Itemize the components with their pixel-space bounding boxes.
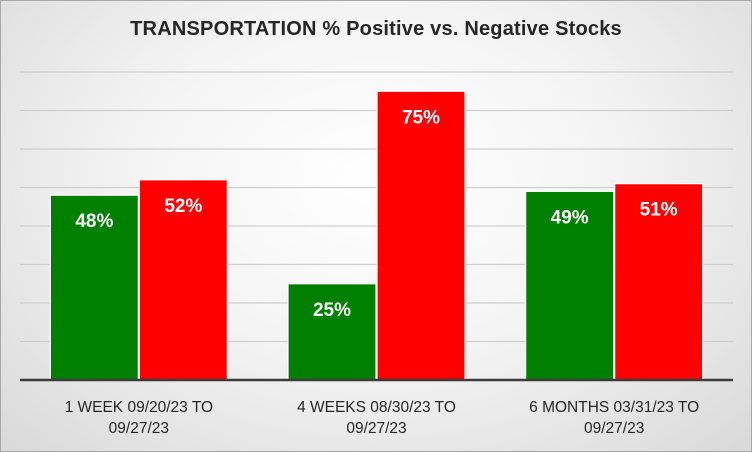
category-label-2-line-2: 09/27/23 [346,420,406,437]
chart-title: TRANSPORTATION % Positive vs. Negative S… [130,18,622,40]
data-label-positive-1: 48% [75,211,113,232]
category-label-1-line-1: 1 WEEK 09/20/23 TO [65,399,213,416]
bar-negative-3 [614,183,704,381]
bar-positive-2 [287,283,377,381]
category-labels: 1 WEEK 09/20/23 TO 09/27/23 4 WEEKS 08/30/… [65,399,700,437]
bar-positive-1 [49,194,139,381]
data-label-negative-3: 51% [640,200,678,221]
bar-positive-3 [525,190,615,381]
bar-negative-1 [138,179,228,381]
bar-labels: 48% 52% 25% 75% 49% 51% [75,107,677,321]
data-label-negative-1: 52% [164,196,202,217]
category-label-3-line-2: 09/27/23 [584,420,644,437]
category-label-3-line-1: 6 MONTHS 03/31/23 TO [529,399,699,416]
data-label-positive-2: 25% [313,300,351,321]
bars [49,90,704,381]
data-label-negative-2: 75% [402,107,440,128]
data-label-positive-3: 49% [551,207,589,228]
bar-negative-2 [376,90,466,381]
category-label-1-line-2: 09/27/23 [109,420,169,437]
category-label-2-line-1: 4 WEEKS 08/30/23 TO [297,399,456,416]
